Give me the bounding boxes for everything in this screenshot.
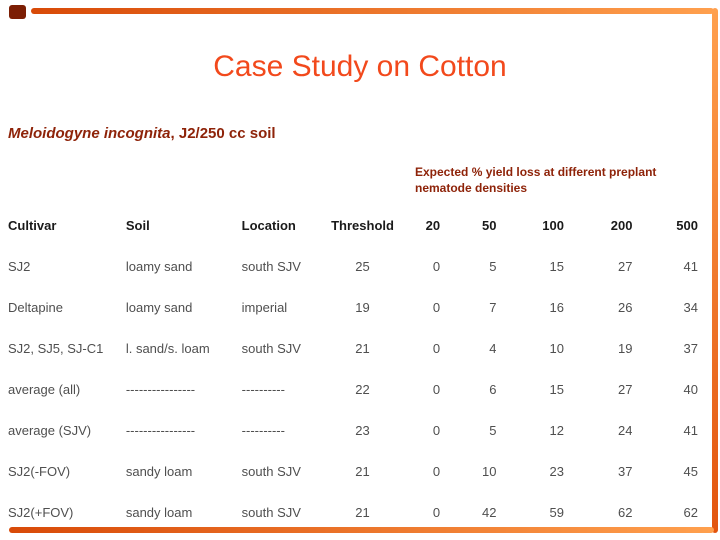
yield-loss-table: Cultivar Soil Location Threshold 20 50 1… bbox=[8, 212, 698, 540]
table-cell: sandy loam bbox=[125, 464, 193, 479]
table-cell: SJ2(+FOV) bbox=[8, 505, 74, 520]
table-body: SJ2 loamy sand south SJV 25 0 5 15 27 41 Deltapin… bbox=[8, 253, 698, 540]
header-density-100: 100 bbox=[542, 218, 564, 233]
table-header-row: Cultivar Soil Location Threshold 20 50 1… bbox=[8, 212, 698, 253]
table-cell: 0 bbox=[432, 300, 441, 315]
table-cell: loamy sand bbox=[125, 259, 193, 274]
table-cell: ---------------- bbox=[125, 382, 196, 397]
subtitle-species: Meloidogyne incognita bbox=[8, 125, 171, 142]
table-cell: 5 bbox=[489, 259, 497, 274]
table-row: SJ2, SJ5, SJ-C1 l. sand/s. loam south SJV 2… bbox=[8, 335, 698, 376]
table-cell: 19 bbox=[617, 341, 633, 356]
table-cell: 26 bbox=[617, 300, 633, 315]
table-cell: ---------- bbox=[241, 423, 285, 438]
table-cell: 40 bbox=[683, 382, 698, 397]
header-density-200: 200 bbox=[610, 218, 633, 233]
table-cell: 34 bbox=[683, 300, 698, 315]
table-cell: ---------------- bbox=[125, 423, 196, 438]
table-cell: 21 bbox=[355, 341, 370, 356]
table-cell: 0 bbox=[432, 423, 441, 438]
table-cell: ---------- bbox=[241, 382, 285, 397]
table-cell: 59 bbox=[549, 505, 564, 520]
note-expected-yield-loss: Expected % yield loss at different prepl… bbox=[415, 164, 715, 196]
table-cell: 6 bbox=[489, 382, 497, 397]
table-cell: 62 bbox=[683, 505, 698, 520]
frame-corner-square bbox=[9, 5, 26, 19]
header-density-500: 500 bbox=[676, 218, 698, 233]
table-cell: 21 bbox=[355, 505, 370, 520]
table-cell: 19 bbox=[355, 300, 370, 315]
note-line-2: nematode densities bbox=[415, 181, 528, 195]
table-row: Deltapine loamy sand imperial 19 0 7 16 26 34 bbox=[8, 294, 698, 335]
header-density-50: 50 bbox=[482, 218, 497, 233]
table-row: SJ2(-FOV) sandy loam south SJV 21 0 10 23 37 45 bbox=[8, 458, 698, 499]
table-cell: SJ2(-FOV) bbox=[8, 464, 71, 479]
header-cultivar: Cultivar bbox=[8, 218, 57, 233]
subtitle-rest: , J2/250 cc soil bbox=[170, 125, 276, 142]
table-cell: Deltapine bbox=[8, 300, 63, 315]
table-row: average (all) ---------------- ---------- 2… bbox=[8, 376, 698, 417]
table-cell: 0 bbox=[432, 259, 441, 274]
header-threshold: Threshold bbox=[331, 218, 394, 233]
table-cell: average (SJV) bbox=[8, 423, 92, 438]
table-cell: 10 bbox=[482, 464, 497, 479]
table-cell: 41 bbox=[683, 259, 698, 274]
table-row: SJ2(+FOV) sandy loam south SJV 21 0 42 59 62 62 bbox=[8, 499, 698, 540]
table-cell: 0 bbox=[432, 464, 441, 479]
table-cell: 22 bbox=[355, 382, 370, 397]
table-cell: 0 bbox=[432, 382, 441, 397]
table-cell: 4 bbox=[489, 341, 497, 356]
table-cell: 25 bbox=[355, 259, 370, 274]
table-cell: 16 bbox=[549, 300, 564, 315]
table-cell: 0 bbox=[432, 341, 441, 356]
table-cell: 23 bbox=[549, 464, 564, 479]
table-row: average (SJV) ---------------- ---------- 2… bbox=[8, 417, 698, 458]
table-cell: SJ2 bbox=[8, 259, 31, 274]
table-cell: 0 bbox=[432, 505, 441, 520]
table-cell: 15 bbox=[549, 382, 564, 397]
table-cell: 37 bbox=[617, 464, 633, 479]
slide-title: Case Study on Cotton bbox=[213, 50, 507, 83]
table-cell: 37 bbox=[683, 341, 698, 356]
frame-bar-bottom bbox=[9, 527, 714, 533]
table-cell: 12 bbox=[549, 423, 564, 438]
table-cell: south SJV bbox=[241, 259, 301, 274]
table-cell: 42 bbox=[482, 505, 497, 520]
table-cell: south SJV bbox=[241, 341, 301, 356]
table-header: Cultivar Soil Location Threshold 20 50 1… bbox=[8, 212, 698, 253]
table-cell: 27 bbox=[617, 382, 633, 397]
table-cell: 23 bbox=[355, 423, 370, 438]
table-cell: 10 bbox=[549, 341, 564, 356]
table-cell: south SJV bbox=[241, 505, 301, 520]
table-cell: average (all) bbox=[8, 382, 81, 397]
table-cell: SJ2, SJ5, SJ-C1 bbox=[8, 341, 104, 356]
note-line-1: Expected % yield loss at different prepl… bbox=[415, 165, 657, 179]
table-cell: 27 bbox=[617, 259, 633, 274]
table-cell: 21 bbox=[355, 464, 370, 479]
table-cell: south SJV bbox=[241, 464, 301, 479]
subtitle: Meloidogyne incognita, J2/250 cc soil bbox=[8, 125, 276, 142]
table-cell: l. sand/s. loam bbox=[125, 341, 210, 356]
frame-bar-top bbox=[31, 8, 714, 14]
table-cell: loamy sand bbox=[125, 300, 193, 315]
frame-bar-right bbox=[712, 8, 718, 533]
table-cell: 7 bbox=[489, 300, 497, 315]
table-cell: imperial bbox=[241, 300, 288, 315]
table-cell: 62 bbox=[617, 505, 633, 520]
header-location: Location bbox=[241, 218, 296, 233]
table-cell: 45 bbox=[683, 464, 698, 479]
table-cell: 5 bbox=[489, 423, 497, 438]
table-cell: 41 bbox=[683, 423, 698, 438]
table-cell: 24 bbox=[617, 423, 633, 438]
table-cell: sandy loam bbox=[125, 505, 193, 520]
header-soil: Soil bbox=[125, 218, 150, 233]
table-row: SJ2 loamy sand south SJV 25 0 5 15 27 41 bbox=[8, 253, 698, 294]
header-density-20: 20 bbox=[425, 218, 441, 233]
table-cell: 15 bbox=[549, 259, 564, 274]
